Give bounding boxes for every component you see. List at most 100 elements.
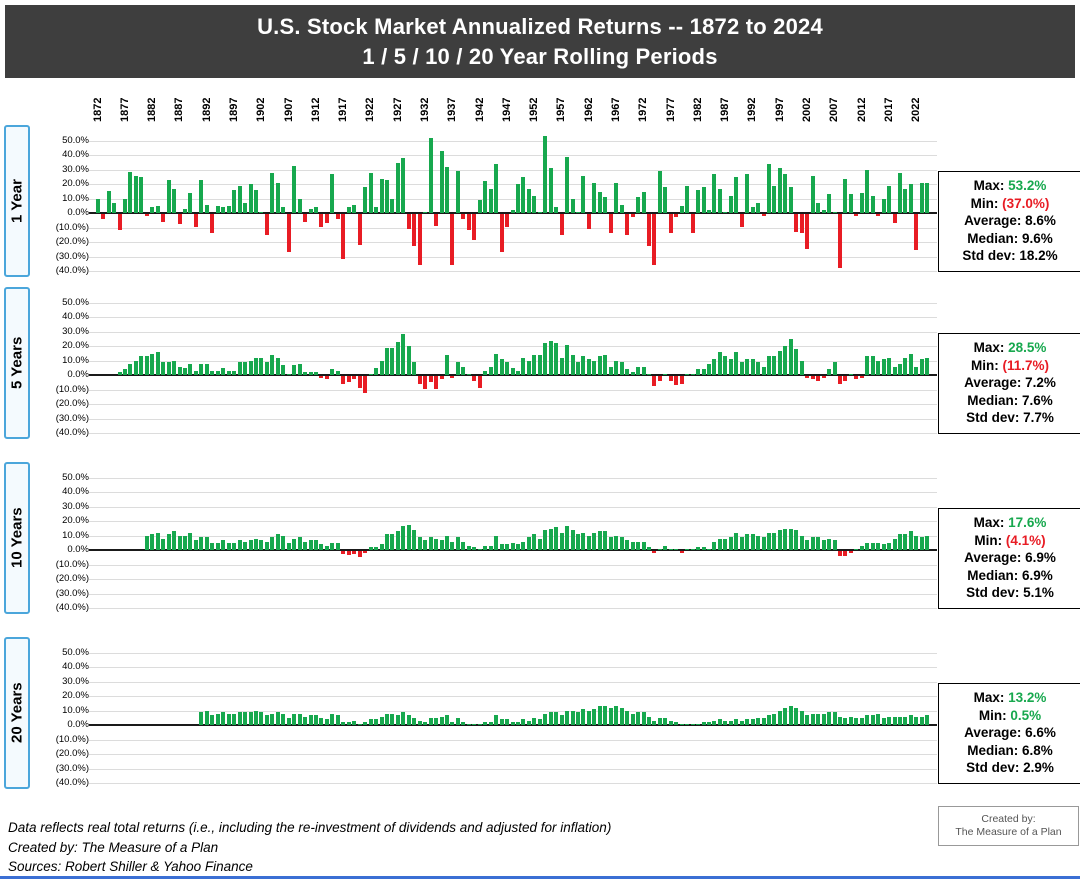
bar-2019 <box>898 363 903 376</box>
bar-1907 <box>286 214 291 252</box>
y-tick-label: 30.0% <box>62 675 89 687</box>
stat-row: Min: (11.7%) <box>941 357 1079 375</box>
bar-1929 <box>406 346 411 376</box>
stat-label: Average: <box>964 550 1026 565</box>
y-tick-label: (40.0%) <box>55 776 89 788</box>
bar-1964 <box>597 706 602 726</box>
bar-1878 <box>128 172 133 214</box>
bar-1986 <box>717 538 722 551</box>
gridline <box>89 681 937 683</box>
stat-row: Max: 17.6% <box>941 514 1079 532</box>
bar-2014 <box>870 356 875 376</box>
bar-1959 <box>570 710 575 726</box>
stat-row: Min: (37.0%) <box>941 195 1079 213</box>
bar-1963 <box>592 709 597 726</box>
bar-1927 <box>395 162 400 214</box>
bar-2024 <box>925 715 930 726</box>
stat-label: Median: <box>967 392 1022 408</box>
stat-value: 6.6% <box>1025 725 1056 740</box>
bar-2020 <box>903 357 908 376</box>
bar-1949 <box>515 370 520 376</box>
bar-1921 <box>363 376 368 394</box>
bar-1912 <box>314 372 319 376</box>
bar-1925 <box>384 179 389 214</box>
bar-1951 <box>526 537 531 551</box>
bar-1957 <box>559 532 564 551</box>
gridline <box>89 256 937 258</box>
bar-2000 <box>794 707 799 726</box>
gridline <box>89 404 937 406</box>
bar-2011 <box>854 549 859 551</box>
bar-2019 <box>898 534 903 551</box>
bar-1921 <box>363 551 368 554</box>
bar-1981 <box>690 723 695 726</box>
gridline <box>89 478 937 479</box>
bar-1963 <box>592 360 597 376</box>
bar-1880 <box>139 177 144 214</box>
bar-1878 <box>128 363 133 376</box>
bar-1917 <box>341 376 346 384</box>
bar-1913 <box>319 717 324 726</box>
bar-1987 <box>723 538 728 551</box>
bar-2003 <box>810 175 815 214</box>
bar-2008 <box>837 551 842 556</box>
bar-1952 <box>532 534 537 551</box>
bar-2022 <box>914 366 919 376</box>
bar-2009 <box>843 717 848 726</box>
bar-1923 <box>374 367 379 376</box>
bar-1967 <box>614 706 619 726</box>
bar-1971 <box>636 712 641 726</box>
stat-row: Median: 6.8% <box>941 742 1079 760</box>
bar-1943 <box>483 370 488 376</box>
bar-1914 <box>324 214 329 223</box>
bar-1892 <box>204 204 209 214</box>
bar-2016 <box>881 359 886 376</box>
bar-1984 <box>706 363 711 376</box>
x-tick-label: 1907 <box>282 97 295 122</box>
bar-1901 <box>253 357 258 376</box>
y-tick-label: (10.0%) <box>55 733 89 745</box>
bar-1956 <box>554 207 559 214</box>
x-tick-label: 1887 <box>173 97 186 122</box>
bar-1889 <box>188 192 193 214</box>
bar-2011 <box>854 376 859 380</box>
bar-1972 <box>641 366 646 376</box>
bar-1985 <box>712 359 717 376</box>
bar-1988 <box>728 195 733 214</box>
bar-2006 <box>827 369 832 376</box>
stat-row: Median: 7.6% <box>941 392 1079 410</box>
footer-notes: Data reflects real total returns (i.e., … <box>8 818 611 877</box>
bar-2010 <box>848 194 853 214</box>
bar-1897 <box>232 542 237 551</box>
bar-1901 <box>253 710 258 726</box>
gridline <box>89 184 937 186</box>
bar-1920 <box>357 376 362 388</box>
bar-1936 <box>445 166 449 214</box>
bar-1938 <box>455 537 460 551</box>
stat-value: 0.5% <box>1010 707 1042 723</box>
bar-1903 <box>264 362 269 376</box>
bar-1961 <box>581 356 586 376</box>
x-tick-label: 1902 <box>255 97 268 122</box>
bar-1904 <box>270 713 275 726</box>
bar-1957 <box>559 715 564 726</box>
bar-1985 <box>712 174 717 214</box>
bar-1898 <box>237 362 242 376</box>
x-tick-label: 1977 <box>664 97 677 122</box>
bar-1954 <box>543 713 548 726</box>
bar-1990 <box>739 537 744 551</box>
bar-1941 <box>472 547 477 551</box>
stat-label: Median: <box>967 742 1022 758</box>
bar-1903 <box>264 214 269 235</box>
bar-1975 <box>657 171 662 214</box>
y-tick-label: 50.0% <box>62 297 89 308</box>
bar-1944 <box>488 545 493 551</box>
bar-1934 <box>434 717 439 726</box>
bar-1930 <box>412 362 417 376</box>
bar-1996 <box>772 532 777 551</box>
bar-1945 <box>494 353 499 376</box>
bar-1884 <box>161 214 166 222</box>
bar-1926 <box>390 534 395 551</box>
stat-label: Max: <box>973 340 1009 355</box>
bar-1972 <box>641 541 646 551</box>
